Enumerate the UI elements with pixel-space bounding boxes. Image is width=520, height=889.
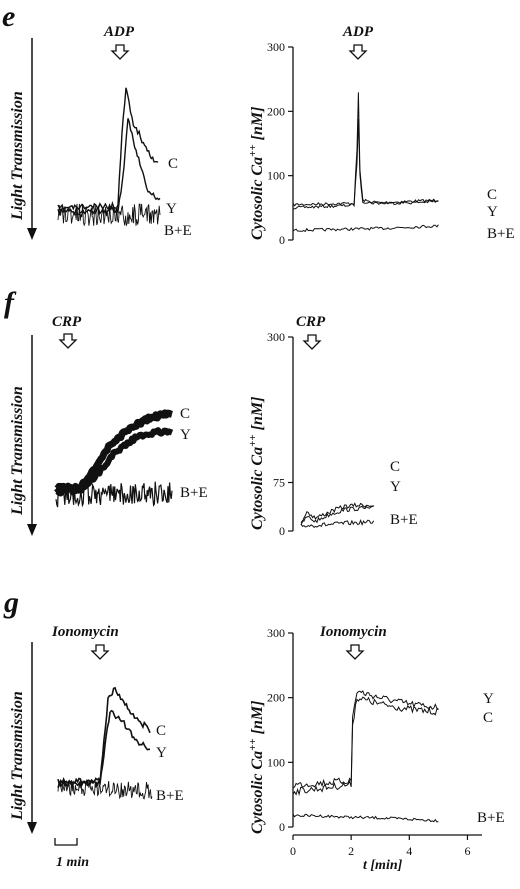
calcium-series-b-e [292,224,439,233]
panel-letter-e: e [2,0,15,33]
aggregation-trace-c [57,87,159,212]
aggregation-label-y: Y [156,745,167,761]
calcium-series-b-e [300,518,375,528]
panel-letter-f: f [4,286,17,319]
light-transmission-label: Light Transmission [9,691,26,821]
x-axis-label: t [min] [363,858,403,873]
cytosolic-calcium-label: Cytosolic Ca++ [nM] [247,107,266,240]
calcium-series-c [292,92,439,207]
calcium-series-y [293,118,439,210]
aggregation-label-b-e: B+E [164,223,192,239]
aggregation-trace-y [57,118,161,217]
y-tick-label: 300 [267,40,285,54]
stimulus-arrow-icon [58,333,78,349]
x-tick-label: 0 [290,844,296,858]
stimulus-arrow-icon [90,644,110,660]
y-tick-label: 300 [267,626,285,640]
aggregation-stimulus-label-g: Ionomycin [51,624,119,640]
calcium-stimulus-label-f: CRP [296,314,326,330]
aggregation-trace-b-e [55,480,173,508]
aggregation-trace-group-g [57,686,153,800]
calcium-series-b-e [292,813,439,823]
x-tick-label: 4 [406,844,412,858]
y-tick-label: 0 [279,524,285,538]
x-tick-label: 2 [348,844,354,858]
light-transmission-label: Light Transmission [9,386,26,516]
x-tick-label: 6 [464,844,470,858]
aggregation-label-b-e: B+E [156,788,184,804]
calcium-series-y [300,505,374,524]
y-tick-label: 100 [267,755,285,769]
down-arrow-icon [27,524,37,536]
calcium-label-c: C [487,187,497,203]
calcium-label-y: Y [483,691,494,707]
y-tick-label: 200 [267,104,285,118]
aggregation-trace-c [57,686,151,788]
time-scale-bar [54,838,78,846]
y-tick-label: 300 [267,330,285,344]
calcium-stimulus-label-e: ADP [342,24,374,40]
calcium-label-c: C [483,710,493,726]
calcium-chart-g: 0 100 200 300 0 2 4 6 [267,626,482,858]
calcium-label-b-e: B+E [487,226,515,242]
panel-e: e ADP Light Transmission C Y B+E ADP Cyt… [2,0,515,247]
calcium-series-c [300,502,374,526]
calcium-stimulus-label-g: Ionomycin [319,624,387,640]
panel-f: f CRP Light Transmission C Y B+E CRP Cyt… [4,286,418,538]
aggregation-label-c: C [180,406,190,422]
stimulus-arrow-icon [345,644,365,660]
light-transmission-label: Light Transmission [9,91,26,221]
y-tick-label: 75 [273,476,285,490]
calcium-label-c: C [390,459,400,475]
panel-g: g Ionomycin Light Transmission C Y B+E 1… [3,586,505,873]
aggregation-label-b-e: B+E [180,485,208,501]
cytosolic-calcium-label: Cytosolic Ca++ [nM] [247,397,266,530]
calcium-label-b-e: B+E [390,512,418,528]
stimulus-arrow-icon [110,44,130,60]
aggregation-label-c: C [156,723,166,739]
panel-letter-g: g [3,586,19,619]
aggregation-trace-group-e [57,87,161,227]
time-scale-bar-label: 1 min [56,855,89,870]
aggregation-trace-b-e [57,778,153,800]
calcium-series-y [292,690,439,788]
y-tick-label: 100 [267,169,285,183]
y-tick-label: 0 [279,820,285,834]
stimulus-arrow-icon [302,334,322,350]
aggregation-trace-group-f [54,409,174,508]
aggregation-stimulus-label-e: ADP [103,24,135,40]
aggregation-trace-b-e [57,203,161,227]
aggregation-label-c: C [168,156,178,172]
aggregation-label-y: Y [180,427,191,443]
aggregation-stimulus-label-f: CRP [52,314,82,330]
calcium-chart-f: 0 75 300 [267,330,375,538]
y-tick-label: 200 [267,691,285,705]
calcium-label-y: Y [390,479,401,495]
cytosolic-calcium-label: Cytosolic Ca++ [nM] [247,701,266,834]
aggregation-label-y: Y [166,201,177,217]
calcium-chart-e: 0 100 200 300 [267,40,439,247]
calcium-label-b-e: B+E [477,810,505,826]
calcium-label-y: Y [487,204,498,220]
down-arrow-icon [27,822,37,834]
stimulus-arrow-icon [348,44,368,60]
calcium-series-c [292,696,439,797]
aggregation-trace-y [57,709,150,789]
y-tick-label: 0 [279,233,285,247]
down-arrow-icon [27,228,37,240]
